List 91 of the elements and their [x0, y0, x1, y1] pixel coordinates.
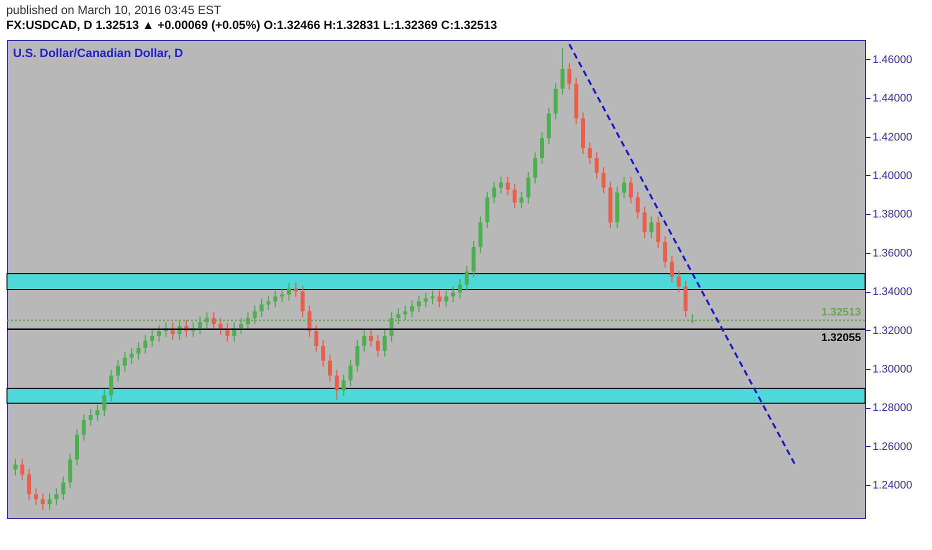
candlestick — [266, 295, 270, 311]
y-tick-label: 1.40000 — [872, 170, 912, 182]
candlestick — [82, 414, 86, 442]
text: published on March 10, 2016 03:45 EST — [6, 3, 222, 17]
candlestick — [252, 304, 257, 324]
candlestick — [676, 270, 681, 293]
candlestick — [506, 176, 510, 196]
candlestick — [122, 351, 127, 372]
candlestick — [670, 255, 674, 284]
y-tick-label: 1.32000 — [872, 324, 912, 337]
candlestick — [157, 324, 162, 342]
y-tick-label: 1.34000 — [872, 286, 912, 298]
text: U.S. Dollar/Canadian Dollar, D — [13, 46, 184, 60]
candlestick — [314, 324, 318, 352]
candlestick — [95, 404, 100, 422]
candlestick — [198, 316, 202, 335]
candlestick — [602, 166, 606, 194]
candlestick — [280, 288, 284, 303]
candlestick — [642, 206, 647, 239]
candlestick — [416, 295, 421, 313]
y-tick-label: 1.46000 — [872, 54, 912, 66]
candlestick — [628, 176, 633, 204]
candlestick — [130, 347, 134, 364]
y-tick-label: 1.44000 — [872, 92, 912, 105]
candlestick — [458, 278, 462, 299]
candlestick — [48, 492, 52, 510]
candlestick — [68, 453, 72, 489]
candlestick — [355, 340, 360, 372]
candlestick — [369, 329, 374, 348]
candlestick — [519, 191, 524, 209]
candlestick — [102, 388, 106, 417]
candlestick — [526, 171, 530, 204]
candlestick — [498, 176, 503, 194]
y-tick-label: 1.26000 — [872, 440, 912, 453]
candlestick — [410, 300, 414, 318]
candlestick — [342, 374, 346, 397]
candlestick — [540, 132, 544, 164]
ref-line-label: 1.32513 — [821, 306, 861, 318]
candlestick — [40, 492, 45, 510]
candlestick — [560, 47, 565, 96]
candlestick — [512, 183, 517, 209]
candlestick — [444, 290, 448, 308]
candlestick — [286, 282, 291, 301]
candlestick — [116, 359, 120, 382]
candlestick — [273, 290, 278, 308]
candlestick — [54, 488, 58, 506]
candlestick — [34, 488, 38, 506]
candlestick — [649, 216, 654, 239]
candlestick — [362, 329, 366, 352]
candlestick — [239, 318, 244, 335]
candlestick — [451, 286, 456, 303]
candlestick — [424, 292, 428, 308]
candlestick — [636, 191, 640, 219]
candlestick — [109, 369, 114, 402]
candlestick — [464, 265, 469, 292]
candlestick — [328, 354, 332, 382]
text: FX:USDCAD, D 1.32513 ▲ +0.00069 (+0.05%) O:1.32466 H:1.32831 L:1.32369 C:1.32513 — [6, 18, 498, 32]
candlestick — [27, 468, 32, 501]
y-tick-label: 1.24000 — [872, 480, 912, 492]
candlestick — [656, 216, 660, 248]
candlestick — [663, 236, 668, 268]
candlestick — [533, 152, 538, 184]
candlestick — [143, 334, 148, 354]
ref-line-label: 1.32055 — [821, 332, 861, 344]
candlestick — [61, 476, 66, 501]
candlestick — [382, 329, 387, 358]
candlestick — [396, 308, 400, 324]
candlestick — [376, 334, 380, 358]
candlestick — [334, 369, 339, 401]
candlestick — [348, 359, 353, 387]
candlestick — [150, 329, 154, 348]
candlestick — [622, 176, 626, 199]
candlestick — [437, 290, 442, 308]
candlestick — [430, 290, 435, 305]
candlestick — [594, 152, 599, 180]
y-tick-label: 1.30000 — [872, 363, 912, 376]
candlestick — [136, 341, 141, 360]
candlestick — [567, 62, 572, 90]
y-tick-label: 1.38000 — [872, 208, 912, 221]
candlestick — [260, 298, 264, 318]
y-tick-label: 1.28000 — [872, 402, 912, 414]
candlestick — [492, 181, 496, 204]
candlestick — [13, 458, 18, 476]
candlestick — [294, 282, 298, 298]
candlestick — [20, 458, 24, 481]
candlestick — [321, 340, 326, 368]
candlestick — [88, 408, 93, 426]
candlestick — [588, 142, 592, 164]
y-tick-label: 1.42000 — [872, 131, 912, 144]
y-tick-label: 1.36000 — [872, 247, 912, 260]
candlestick — [300, 284, 305, 318]
